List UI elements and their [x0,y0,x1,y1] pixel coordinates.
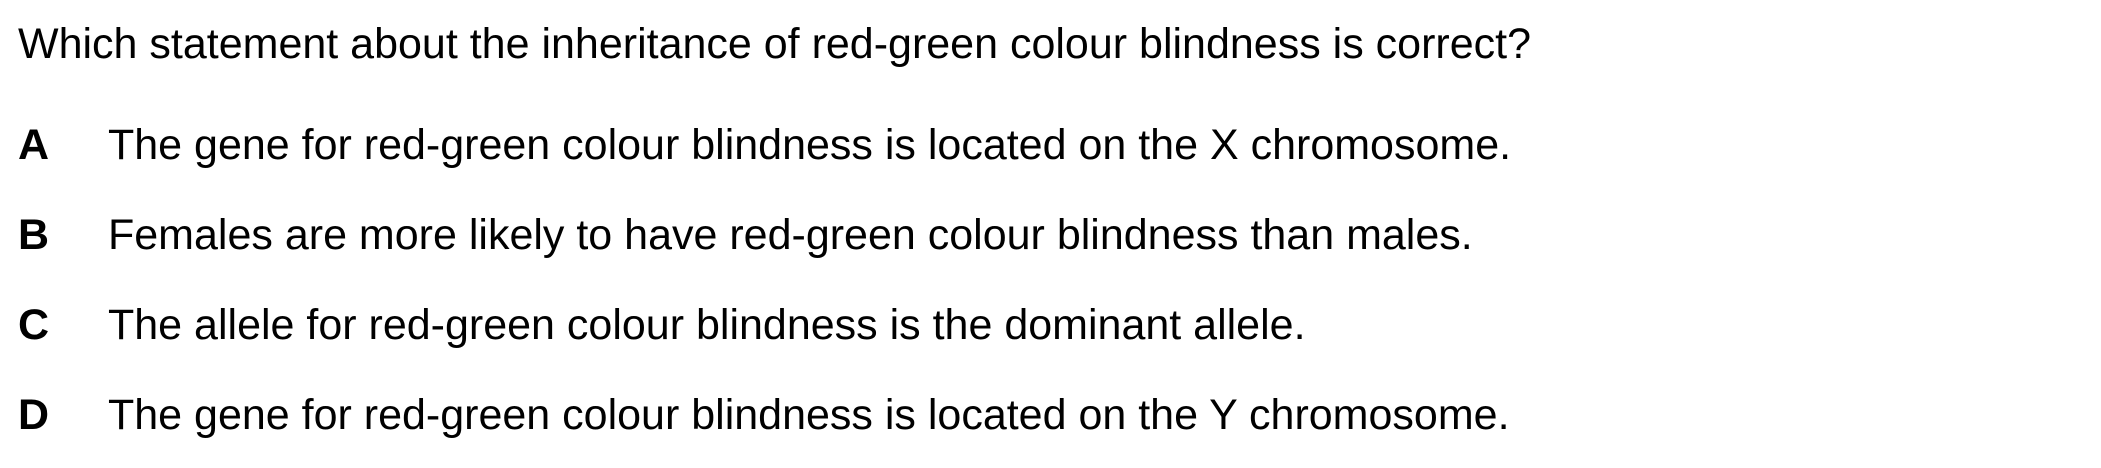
option-text: Females are more likely to have red-gree… [108,211,1473,259]
option-text: The gene for red-green colour blindness … [108,391,1510,439]
option-text: The gene for red-green colour blindness … [108,121,1512,169]
option-letter: A [18,121,50,169]
question-stem: Which statement about the inheritance of… [18,20,1531,68]
option-letter: C [18,301,50,349]
option-letter: D [18,391,50,439]
option-text: The allele for red-green colour blindnes… [108,301,1306,349]
option-letter: B [18,211,50,259]
